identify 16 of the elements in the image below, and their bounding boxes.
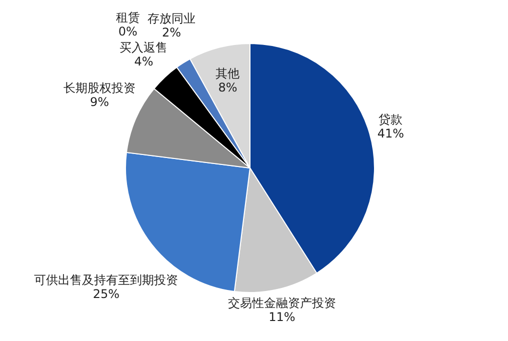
data-label: 2%	[162, 25, 182, 40]
text: 0%	[118, 24, 138, 39]
data-label: 8%	[218, 80, 238, 94]
data-label: 41%	[377, 126, 404, 140]
slice-label: 交易性金融资产投资	[228, 296, 336, 310]
data-label: 9%	[90, 94, 110, 109]
slice-label: 可供出售及持有至到期投资	[34, 272, 178, 287]
slice-label: 贷款	[378, 112, 403, 126]
slice-label: 其他	[216, 66, 240, 80]
data-label: 25%	[92, 286, 120, 301]
data-label: 4%	[134, 54, 154, 68]
slice-label: 买入返售	[120, 40, 168, 54]
category-label: 租赁	[116, 10, 140, 25]
slice-label: 长期股权投资	[64, 80, 136, 95]
data-label: 11%	[268, 310, 296, 324]
slice-label: 存放同业	[148, 11, 196, 26]
